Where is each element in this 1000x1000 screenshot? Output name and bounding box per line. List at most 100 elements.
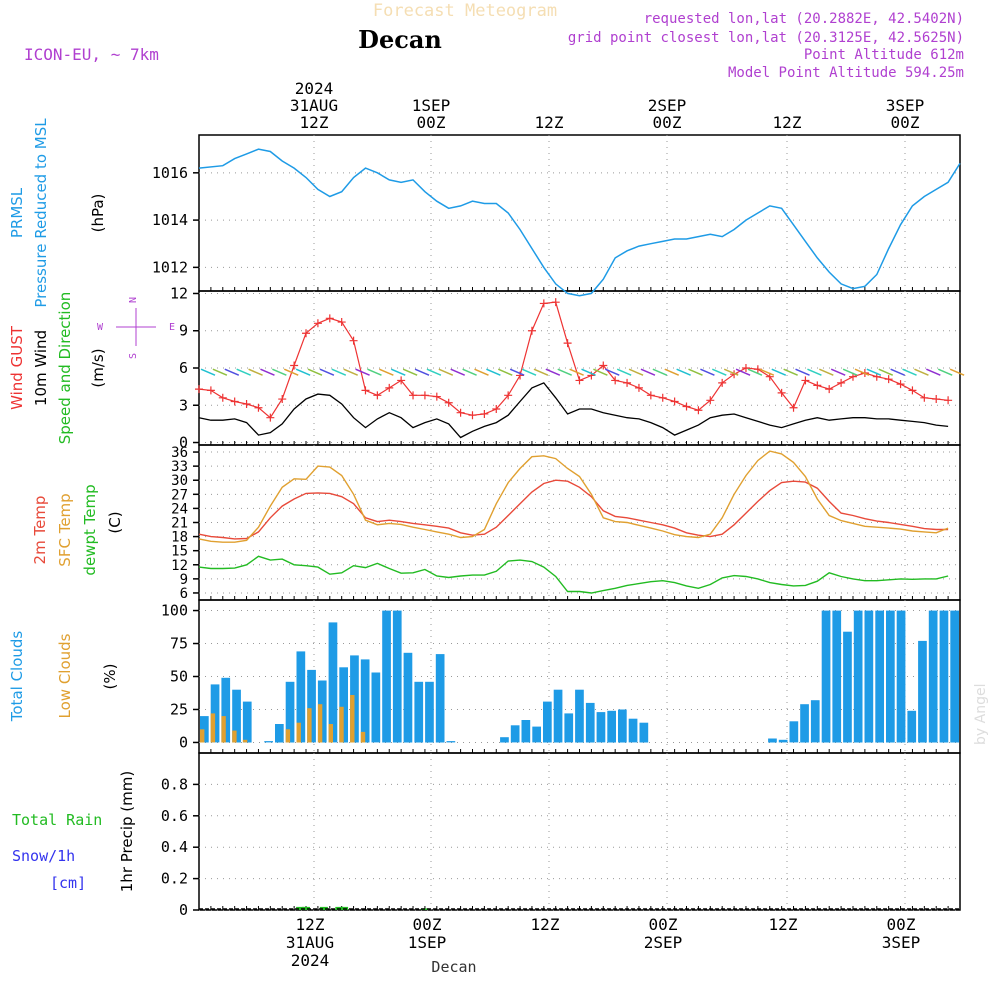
ytick-label: 27 xyxy=(171,487,188,503)
wind-arrow xyxy=(474,368,489,376)
gust-point xyxy=(801,376,810,385)
gust-point xyxy=(325,314,334,323)
gust-point xyxy=(694,406,703,415)
gust-point xyxy=(373,391,382,400)
total-cloud-bar xyxy=(907,710,917,743)
compass-n: N xyxy=(128,297,139,303)
gust-point xyxy=(944,396,953,405)
wind-direction-label: Speed and Direction xyxy=(56,292,74,445)
gust-label: Wind GUST xyxy=(8,325,26,410)
top-axis-label: 2SEP xyxy=(648,96,687,115)
bottom-axis-label: 12Z xyxy=(296,915,325,934)
gust-point xyxy=(884,375,893,384)
wind-arrow xyxy=(759,368,775,376)
top-axis-label: 12Z xyxy=(535,113,564,132)
top-axis-label: 12Z xyxy=(773,113,802,132)
ytick-label: 50 xyxy=(170,668,188,686)
ytick-label: 9 xyxy=(179,322,188,340)
gust-point xyxy=(385,383,394,392)
gridpoint-coords: grid point closest lon,lat (20.3125E, 42… xyxy=(568,30,964,46)
wind-arrow xyxy=(295,368,311,376)
temp-label: 2m Temp xyxy=(31,496,49,565)
gust-point xyxy=(468,411,477,420)
wind-arrow xyxy=(914,368,929,376)
total-cloud-bar xyxy=(435,654,445,743)
panel-frame-precip xyxy=(198,752,961,911)
gust-point xyxy=(623,378,632,387)
wind-arrow xyxy=(937,368,953,376)
watermark: by Angel xyxy=(973,684,989,745)
gust-point xyxy=(527,326,536,335)
total-cloud-bar xyxy=(585,702,595,743)
snow-unit-label: [cm] xyxy=(50,874,86,892)
wind-arrow xyxy=(355,368,370,376)
total-cloud-bar xyxy=(232,689,241,743)
wind-arrow xyxy=(902,368,917,376)
gust-point xyxy=(444,398,453,407)
total-cloud-bar xyxy=(918,640,927,743)
ytick-label: 25 xyxy=(170,700,188,718)
wind-arrow xyxy=(676,368,691,376)
ytick-label: 100 xyxy=(161,602,188,620)
snow-label: Snow/1h xyxy=(12,847,75,865)
ytick-label: 3 xyxy=(179,396,188,414)
wind-arrow xyxy=(426,368,442,376)
top-axis-label: 12Z xyxy=(300,113,329,132)
bottom-station-label: Decan xyxy=(431,958,476,976)
wind-arrow xyxy=(807,368,822,376)
top-axis-label: 00Z xyxy=(653,113,682,132)
low-cloud-bar xyxy=(307,708,312,743)
rain-bar xyxy=(302,906,310,910)
wind-arrow xyxy=(557,368,573,376)
wind-arrow xyxy=(949,368,965,376)
total-cloud-bar xyxy=(275,724,284,743)
rain-bar xyxy=(296,906,305,910)
ytick-label: 36 xyxy=(171,445,188,461)
wind-arrow xyxy=(795,368,810,376)
low-cloud-bar xyxy=(242,739,248,743)
ytick-label: 12 xyxy=(170,284,188,302)
low-cloud-bar xyxy=(200,729,205,743)
wind-arrow xyxy=(783,368,798,376)
gust-point xyxy=(504,391,513,400)
total-cloud-bar xyxy=(886,610,895,743)
wind-arrow xyxy=(533,368,549,376)
total-cloud-bar xyxy=(392,610,402,743)
ytick-label: 15 xyxy=(171,544,188,560)
total-cloud-bar xyxy=(607,710,616,743)
total-cloud-bar xyxy=(939,610,949,743)
total-cloud-bar xyxy=(628,718,638,743)
gust-point xyxy=(813,381,822,390)
total-cloud-bar xyxy=(339,667,348,743)
total-cloud-bar xyxy=(778,739,788,743)
low-cloud-bar xyxy=(210,713,216,743)
gust-point xyxy=(290,361,299,370)
total-cloud-bar xyxy=(596,712,606,743)
top-axis-label: 00Z xyxy=(891,113,920,132)
wind-arrow xyxy=(593,368,608,376)
low-cloud-bar xyxy=(296,722,301,743)
wind-arrow xyxy=(414,368,430,376)
gust-point xyxy=(920,393,929,402)
wind-arrow xyxy=(712,368,727,376)
chart-subtitle: Forecast Meteogram xyxy=(373,1,557,21)
gust-point xyxy=(706,396,715,405)
ytick-label: 6 xyxy=(180,586,188,602)
wind-arrow xyxy=(878,368,894,376)
gust-point xyxy=(825,385,834,394)
temp-series-1 xyxy=(198,450,949,543)
total-cloud-bar xyxy=(789,721,799,743)
total-cloud-bar xyxy=(832,610,842,743)
wind-arrow xyxy=(212,368,228,376)
gust-point xyxy=(575,376,584,385)
gust-point xyxy=(230,397,239,406)
gust-point xyxy=(242,400,251,409)
total-cloud-bar xyxy=(264,741,273,743)
wind-arrow xyxy=(723,368,739,376)
low-cloud-bar xyxy=(339,706,344,743)
ytick-label: 24 xyxy=(171,501,188,517)
wind-arrow xyxy=(854,368,870,376)
wind-arrow xyxy=(331,368,347,376)
total-cloud-bar xyxy=(360,659,370,743)
wind-arrow xyxy=(509,368,525,376)
